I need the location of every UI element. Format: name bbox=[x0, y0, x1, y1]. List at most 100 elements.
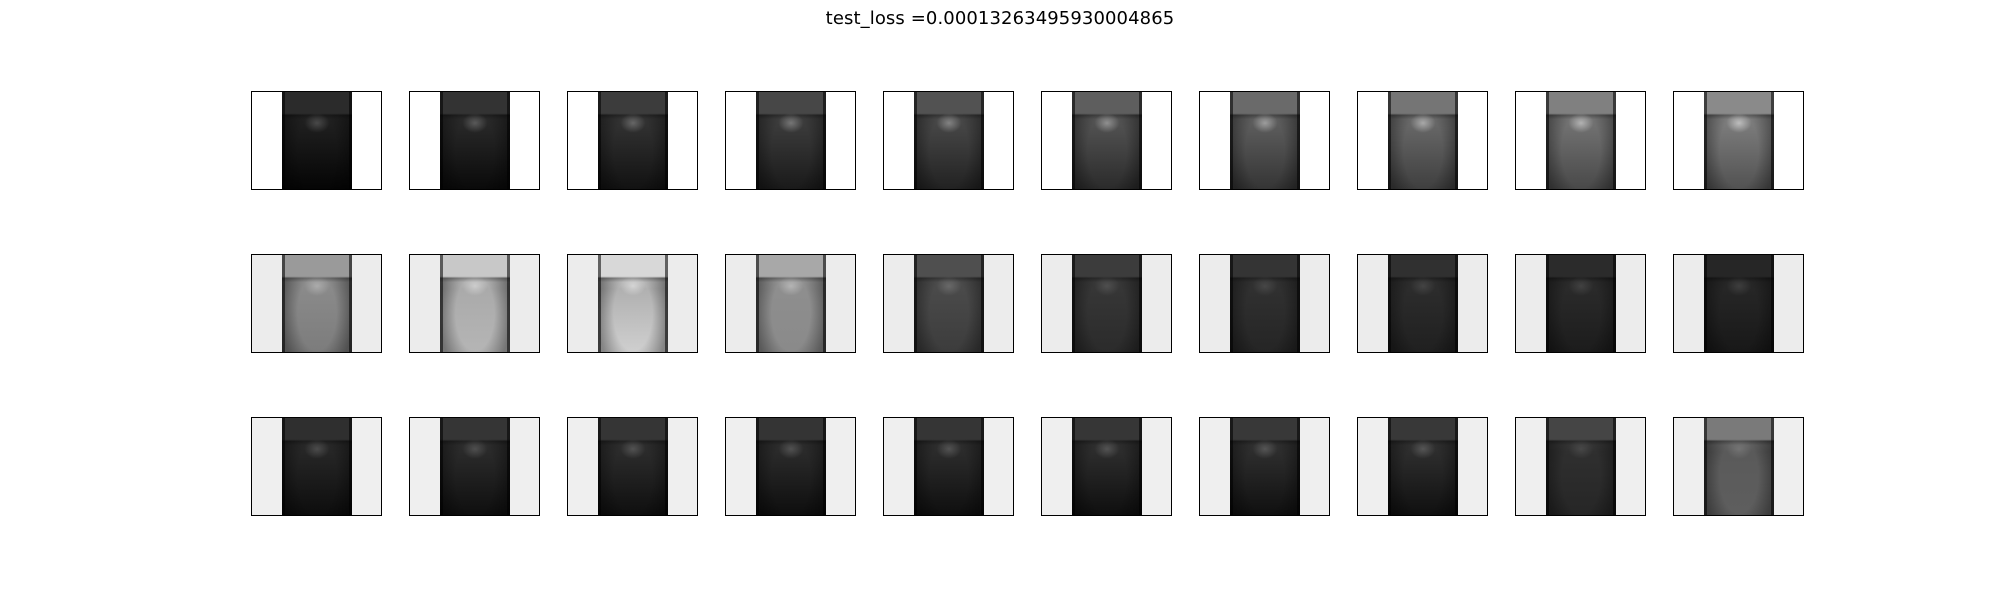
subplot-image bbox=[251, 417, 382, 516]
subplot-image bbox=[409, 91, 540, 190]
subplot-image bbox=[1041, 417, 1172, 516]
image-panel bbox=[1388, 255, 1458, 352]
subplot-image bbox=[1199, 417, 1330, 516]
subplot-image bbox=[1041, 91, 1172, 190]
image-panel bbox=[440, 255, 510, 352]
subplot-image bbox=[1041, 254, 1172, 353]
edge-shadow bbox=[1771, 418, 1774, 515]
edge-shadow bbox=[1613, 255, 1616, 352]
image-panel bbox=[1388, 92, 1458, 189]
image-panel bbox=[598, 92, 668, 189]
edge-shadow bbox=[1613, 418, 1616, 515]
edge-shadow bbox=[349, 255, 352, 352]
edge-shadow bbox=[981, 418, 984, 515]
subplot-image bbox=[1357, 91, 1488, 190]
image-panel bbox=[282, 418, 352, 515]
edge-shadow bbox=[1455, 418, 1458, 515]
subplot-image bbox=[1673, 417, 1804, 516]
edge-shadow bbox=[507, 92, 510, 189]
edge-shadow bbox=[507, 418, 510, 515]
edge-shadow bbox=[282, 255, 285, 352]
edge-shadow bbox=[507, 255, 510, 352]
subplot-image bbox=[725, 91, 856, 190]
image-panel bbox=[1546, 418, 1616, 515]
image-panel bbox=[1230, 255, 1300, 352]
image-panel bbox=[1230, 92, 1300, 189]
edge-shadow bbox=[440, 418, 443, 515]
image-panel bbox=[1704, 255, 1774, 352]
edge-shadow bbox=[282, 92, 285, 189]
edge-shadow bbox=[598, 418, 601, 515]
image-panel bbox=[1704, 418, 1774, 515]
edge-shadow bbox=[914, 418, 917, 515]
subplot-image bbox=[1199, 91, 1330, 190]
subplot-image bbox=[251, 91, 382, 190]
edge-shadow bbox=[1139, 418, 1142, 515]
image-panel bbox=[1546, 255, 1616, 352]
edge-shadow bbox=[1546, 255, 1549, 352]
image-panel bbox=[282, 92, 352, 189]
image-panel bbox=[1546, 92, 1616, 189]
edge-shadow bbox=[1230, 92, 1233, 189]
edge-shadow bbox=[823, 92, 826, 189]
edge-shadow bbox=[1297, 92, 1300, 189]
edge-shadow bbox=[1388, 418, 1391, 515]
edge-shadow bbox=[1297, 255, 1300, 352]
subplot-image bbox=[251, 254, 382, 353]
subplot-image bbox=[883, 91, 1014, 190]
subplot-image bbox=[725, 417, 856, 516]
image-panel bbox=[1704, 92, 1774, 189]
image-panel bbox=[914, 255, 984, 352]
subplot-image bbox=[409, 417, 540, 516]
edge-shadow bbox=[1771, 255, 1774, 352]
edge-shadow bbox=[914, 255, 917, 352]
edge-shadow bbox=[1230, 418, 1233, 515]
subplot-image bbox=[1515, 254, 1646, 353]
image-panel bbox=[440, 92, 510, 189]
subplot-image bbox=[1357, 254, 1488, 353]
image-panel bbox=[440, 418, 510, 515]
edge-shadow bbox=[1388, 255, 1391, 352]
edge-shadow bbox=[1139, 255, 1142, 352]
image-panel bbox=[756, 92, 826, 189]
edge-shadow bbox=[349, 92, 352, 189]
subplot-image bbox=[883, 254, 1014, 353]
edge-shadow bbox=[756, 92, 759, 189]
image-panel bbox=[756, 418, 826, 515]
edge-shadow bbox=[1455, 255, 1458, 352]
subplot-image bbox=[1673, 91, 1804, 190]
edge-shadow bbox=[1704, 92, 1707, 189]
edge-shadow bbox=[1072, 255, 1075, 352]
edge-shadow bbox=[665, 255, 668, 352]
edge-shadow bbox=[440, 92, 443, 189]
image-panel bbox=[1230, 418, 1300, 515]
subplot-image bbox=[567, 254, 698, 353]
subplot-image bbox=[1515, 91, 1646, 190]
subplot-image bbox=[1357, 417, 1488, 516]
edge-shadow bbox=[440, 255, 443, 352]
image-panel bbox=[282, 255, 352, 352]
subplot-image bbox=[1673, 254, 1804, 353]
image-panel bbox=[598, 255, 668, 352]
subplot-image bbox=[725, 254, 856, 353]
edge-shadow bbox=[914, 92, 917, 189]
edge-shadow bbox=[1771, 92, 1774, 189]
edge-shadow bbox=[665, 418, 668, 515]
image-panel bbox=[1388, 418, 1458, 515]
edge-shadow bbox=[1139, 92, 1142, 189]
subplot-image bbox=[883, 417, 1014, 516]
image-panel bbox=[756, 255, 826, 352]
edge-shadow bbox=[1613, 92, 1616, 189]
edge-shadow bbox=[1704, 255, 1707, 352]
edge-shadow bbox=[282, 418, 285, 515]
figure-title: test_loss =0.00013263495930004865 bbox=[825, 8, 1175, 29]
subplot-image bbox=[1515, 417, 1646, 516]
edge-shadow bbox=[1388, 92, 1391, 189]
subplot-image bbox=[567, 417, 698, 516]
image-panel bbox=[598, 418, 668, 515]
edge-shadow bbox=[1546, 92, 1549, 189]
edge-shadow bbox=[981, 92, 984, 189]
image-panel bbox=[914, 92, 984, 189]
